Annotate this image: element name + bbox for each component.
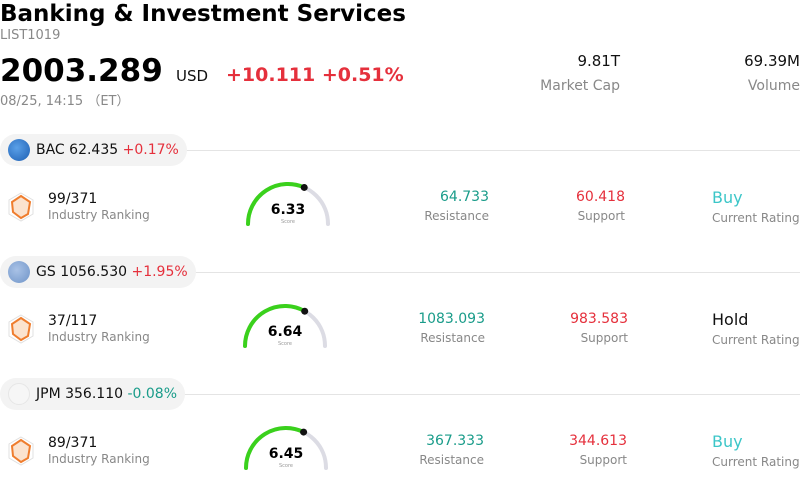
resistance-value: 1083.093 [418,311,485,327]
support-value: 983.583 [570,311,628,327]
jpmorgan-logo-icon [8,383,30,405]
stock-change: +1.95% [131,264,188,280]
support-label: Support [580,331,628,345]
volume-label: Volume [747,78,800,94]
support-label: Support [577,209,625,223]
score-label: Score [281,219,295,225]
score-value: 6.33 [271,202,306,218]
industry-rank-label: Industry Ranking [48,330,150,344]
score-label: Score [278,341,292,347]
market-cap-value: 9.81T [577,52,620,70]
stock-price: 1056.530 [60,264,128,280]
score-value: 6.64 [268,324,303,340]
goldman-sachs-logo-icon [8,261,30,283]
current-rating: Buy [712,188,743,207]
stock-chip-bac[interactable]: BAC 62.435 +0.17% [0,134,187,166]
industry-rank-value: 37/117 [48,313,98,329]
resistance-label: Resistance [419,453,484,467]
bank-of-america-logo-icon [8,139,30,161]
stock-ticker: GS [36,264,56,280]
stock-price: 62.435 [69,142,119,158]
market-cap-label: Market Cap [540,78,620,94]
score-gauge: 6.33 Score [240,178,336,234]
stock-price: 356.110 [65,386,124,402]
section-divider [170,394,800,395]
industry-rank-label: Industry Ranking [48,208,150,222]
current-rating-label: Current Rating [712,211,800,225]
ranking-radar-icon [8,314,34,348]
resistance-value: 64.733 [440,189,489,205]
current-rating: Buy [712,432,743,451]
index-change: +10.111 +0.51% [226,64,404,86]
stock-change: -0.08% [127,386,177,402]
page-title: Banking & Investment Services [0,1,406,27]
current-rating: Hold [712,310,749,329]
list-code: LIST1019 [0,28,61,43]
support-label: Support [579,453,627,467]
industry-rank-value: 89/371 [48,435,98,451]
score-label: Score [279,463,293,469]
resistance-label: Resistance [420,331,485,345]
section-divider [170,272,800,273]
volume-value: 69.39M [744,52,800,70]
score-gauge: 6.45 Score [238,422,334,478]
stock-chip-gs[interactable]: GS 1056.530 +1.95% [0,256,196,288]
stock-ticker: BAC [36,142,65,158]
stock-change: +0.17% [122,142,179,158]
currency-label: USD [176,67,209,85]
resistance-label: Resistance [424,209,489,223]
timestamp: 08/25, 14:15 （ET） [0,94,130,109]
industry-rank-label: Industry Ranking [48,452,150,466]
current-rating-label: Current Rating [712,455,800,469]
stock-ticker: JPM [36,386,61,402]
stock-chip-jpm[interactable]: JPM 356.110 -0.08% [0,378,185,410]
resistance-value: 367.333 [426,433,484,449]
ranking-radar-icon [8,192,34,226]
support-value: 344.613 [569,433,627,449]
score-gauge: 6.64 Score [237,300,333,356]
index-price: 2003.289 [0,53,163,89]
industry-rank-value: 99/371 [48,191,98,207]
current-rating-label: Current Rating [712,333,800,347]
score-value: 6.45 [269,446,304,462]
support-value: 60.418 [576,189,625,205]
ranking-radar-icon [8,436,34,470]
section-divider [170,150,800,151]
